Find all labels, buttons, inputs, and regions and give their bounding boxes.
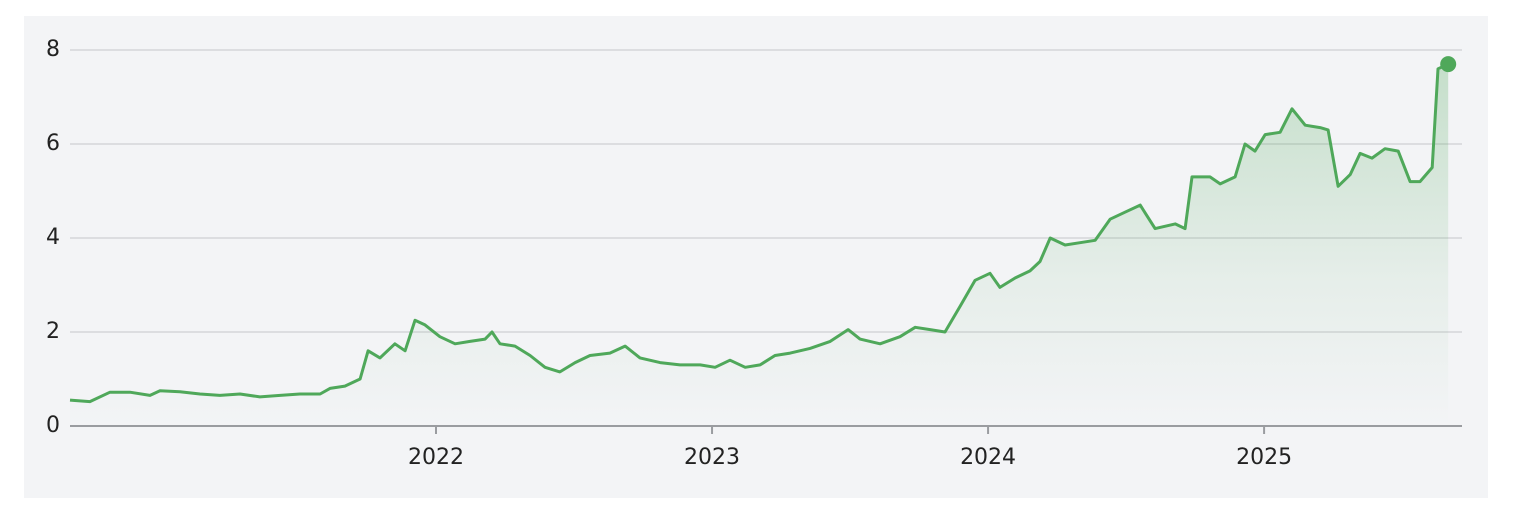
area: [70, 64, 1449, 426]
x-tick-label: 2023: [684, 445, 740, 470]
x-tick-label: 2025: [1236, 445, 1292, 470]
line: [69, 62, 1449, 404]
y-tick-label: 0: [46, 413, 60, 438]
x-tick-label: 2022: [408, 445, 464, 470]
y-tick-label: 8: [46, 37, 60, 62]
y-tick-label: 2: [46, 319, 60, 344]
end-marker: [1440, 56, 1457, 73]
y-tick-label: 4: [46, 225, 60, 250]
y-tick-label: 6: [46, 131, 60, 156]
x-tick-label: 2024: [960, 445, 1016, 470]
